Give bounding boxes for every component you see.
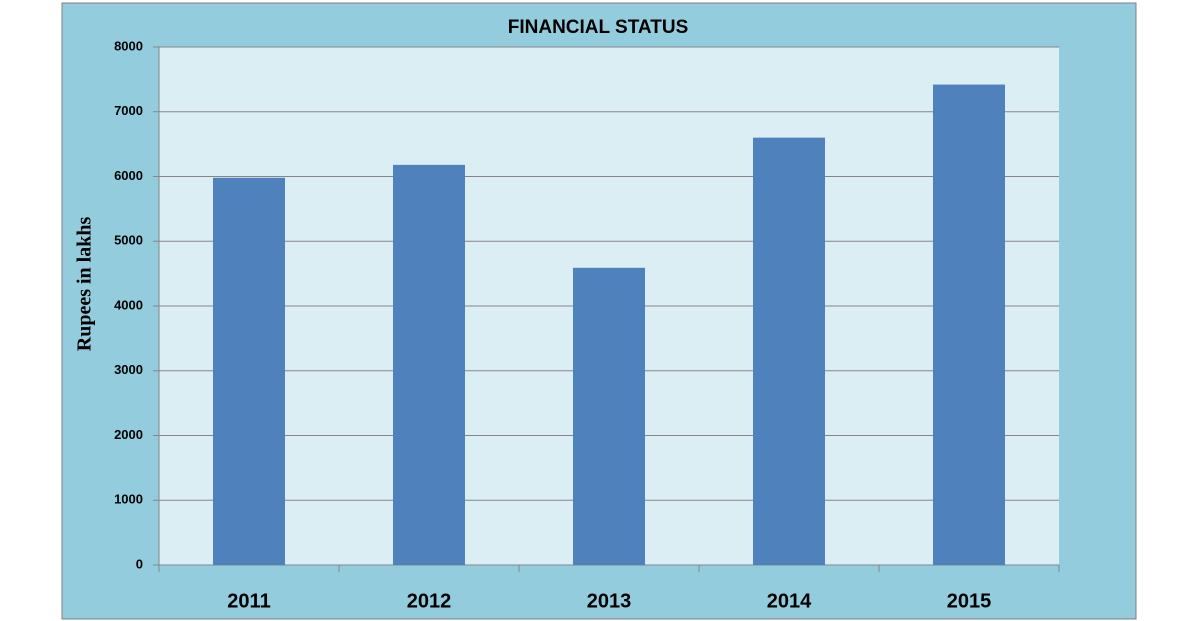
x-tick-label: 2013 [587,590,632,612]
y-tick-label: 6000 [114,168,143,183]
x-tick-label: 2014 [767,590,812,612]
x-tick-label: 2015 [947,590,992,612]
y-tick-label: 2000 [114,427,143,442]
y-tick-label: 8000 [114,38,143,53]
x-tick-label: 2011 [227,590,270,612]
y-tick-label: 5000 [114,233,143,248]
y-tick-label: 7000 [114,103,143,118]
bar [393,164,465,565]
bar [573,267,645,565]
y-tick-label: 1000 [114,492,143,507]
y-tick-label: 0 [136,556,143,571]
y-tick-label: 4000 [114,297,143,312]
x-tick-label: 2012 [407,590,452,612]
bar [753,137,825,565]
bar [213,177,285,566]
chart-title: FINANCIAL STATUS [508,17,689,38]
y-tick-label: 3000 [114,362,143,377]
y-axis-label: Rupees in lakhs [74,217,96,352]
bar [933,84,1005,566]
